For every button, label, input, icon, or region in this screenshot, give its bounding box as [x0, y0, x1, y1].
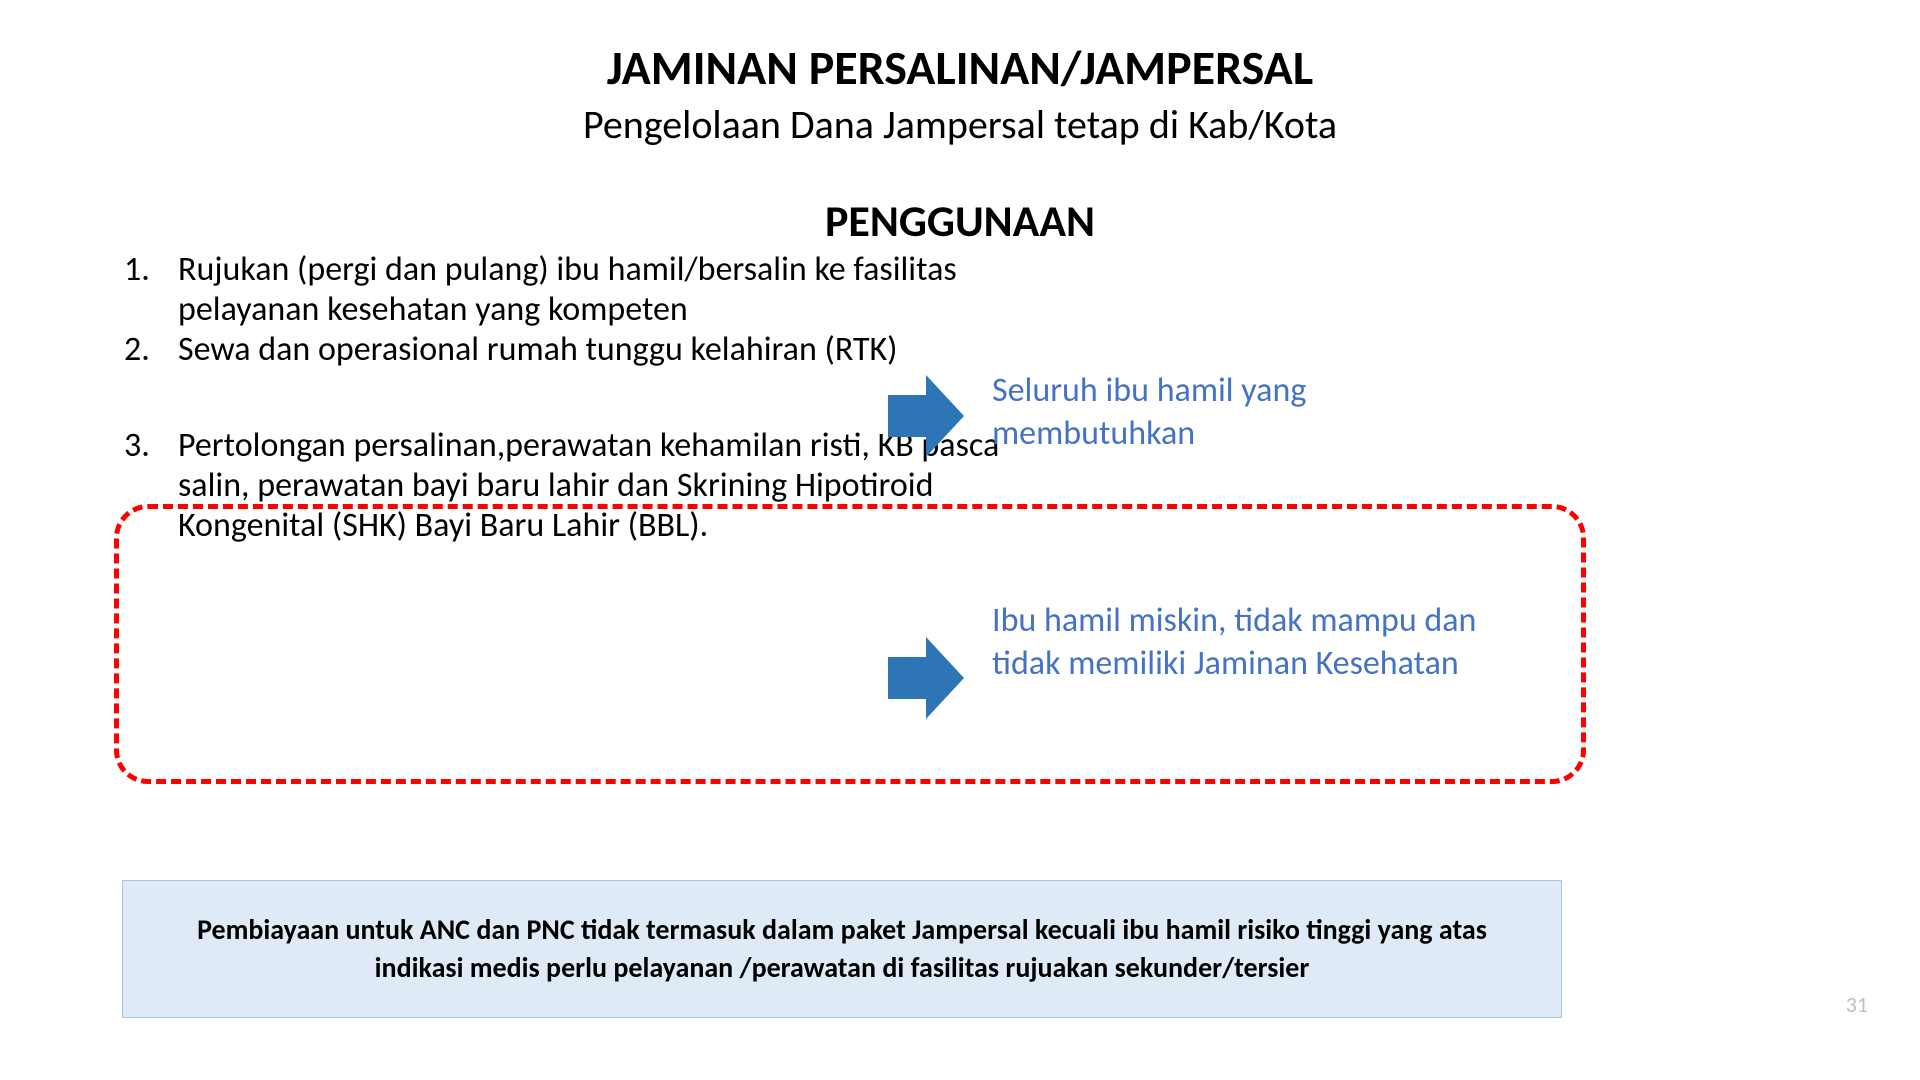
slide: JAMINAN PERSALINAN/JAMPERSAL Pengelolaan… [0, 0, 1920, 1080]
section-heading: PENGGUNAAN [120, 197, 1800, 245]
list-item-number: 1. [120, 250, 178, 290]
slide-subtitle: Pengelolaan Dana Jampersal tetap di Kab/… [120, 101, 1800, 149]
list-item: 2. Sewa dan operasional rumah tunggu kel… [120, 330, 1000, 370]
arrow-icon [888, 375, 964, 462]
footer-note: Pembiayaan untuk ANC dan PNC tidak terma… [122, 880, 1562, 1018]
usage-list: 1. Rujukan (pergi dan pulang) ibu hamil/… [120, 250, 1000, 547]
list-item: 1. Rujukan (pergi dan pulang) ibu hamil/… [120, 250, 1000, 330]
highlight-box [114, 504, 1586, 784]
slide-title: JAMINAN PERSALINAN/JAMPERSAL [120, 40, 1800, 95]
page-number: 31 [1846, 991, 1868, 1018]
callout-text: Seluruh ibu hamil yang membutuhkan [992, 370, 1512, 455]
list-item-number: 3. [120, 426, 178, 466]
list-item-text: Sewa dan operasional rumah tunggu kelahi… [178, 330, 1000, 370]
list-item-number: 2. [120, 330, 178, 370]
list-item-text: Rujukan (pergi dan pulang) ibu hamil/ber… [178, 250, 1000, 330]
